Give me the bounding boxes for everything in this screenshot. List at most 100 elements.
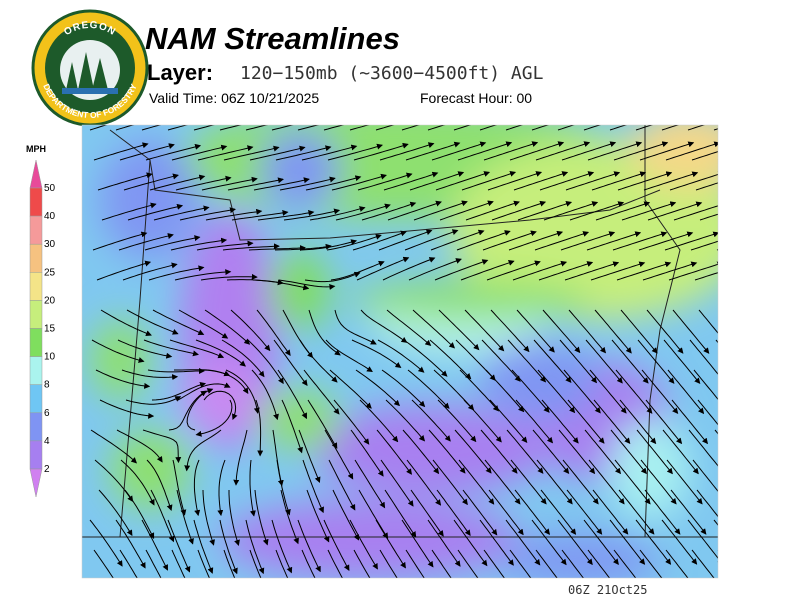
streamline [483, 549, 505, 578]
streamline [413, 200, 468, 221]
streamline [231, 209, 289, 221]
wind-area [500, 535, 660, 578]
streamline [409, 171, 465, 191]
streamline [717, 159, 718, 160]
streamline [349, 125, 370, 131]
streamline [230, 309, 271, 352]
streamline [255, 399, 264, 457]
wind-area [90, 320, 150, 400]
streamline [516, 309, 555, 353]
legend-swatch [29, 215, 43, 245]
legend-label: 20 [44, 295, 56, 306]
streamline [568, 309, 607, 354]
streamline [205, 208, 263, 221]
streamline [275, 145, 332, 161]
streamline [614, 459, 651, 505]
streamline [219, 519, 238, 575]
streamline [303, 369, 340, 415]
streamline [147, 368, 205, 374]
wind-area [270, 250, 330, 330]
streamline [669, 171, 718, 191]
streamline [482, 230, 537, 251]
streamline [662, 429, 699, 475]
wind-area [220, 500, 520, 578]
streamline [97, 172, 153, 191]
streamline [358, 489, 389, 539]
streamline [584, 429, 622, 475]
streamline [587, 141, 643, 161]
streamline [531, 125, 550, 131]
streamline [434, 259, 489, 281]
streamline [93, 142, 149, 161]
streamline [594, 309, 632, 354]
streamline [167, 519, 191, 573]
streamline [153, 205, 210, 221]
streamline [115, 519, 146, 569]
streamline [179, 207, 236, 221]
streamline [486, 260, 541, 281]
streamline [543, 201, 599, 221]
streamline [299, 339, 338, 383]
streamline [609, 125, 628, 131]
streamline [430, 229, 485, 251]
streamline [121, 369, 179, 381]
logo: OREGON DEPARTMENT OF FORESTRY [31, 9, 149, 127]
streamline [511, 369, 550, 413]
streamline [401, 519, 434, 568]
layer-text: 120−150mb (~3600−4500ft) AGL [240, 63, 544, 84]
streamline [245, 125, 269, 131]
streamline [484, 459, 521, 505]
streamline [249, 549, 262, 578]
streamline [401, 125, 420, 131]
streamline [567, 399, 605, 444]
streamline [326, 233, 382, 251]
streamline [483, 141, 539, 161]
streamline [453, 519, 488, 567]
streamline [115, 125, 135, 131]
streamline [587, 549, 611, 578]
streamline [228, 490, 240, 546]
streamline [616, 261, 672, 281]
streamline [558, 429, 596, 475]
streamline [665, 549, 689, 578]
streamline [405, 141, 461, 161]
streamline [560, 231, 616, 251]
streamline [276, 459, 291, 516]
streamline [119, 143, 175, 161]
wind-area [260, 130, 340, 210]
streamline [146, 459, 173, 511]
streamline [96, 260, 152, 281]
streamline [643, 171, 699, 191]
streamline [431, 141, 487, 161]
streamline [382, 257, 436, 281]
streamline [636, 429, 673, 475]
streamline [639, 141, 695, 161]
streamline [233, 429, 248, 486]
streamline [379, 142, 435, 161]
streamline [691, 549, 715, 578]
streamline [506, 429, 544, 474]
streamline [152, 309, 205, 335]
streamline [175, 175, 232, 191]
streamline [488, 489, 524, 536]
streamline [619, 399, 657, 445]
streamline [485, 369, 525, 413]
legend-swatch [29, 272, 43, 301]
streamline [334, 309, 377, 345]
streamline [637, 339, 675, 384]
streamline [331, 173, 387, 191]
streamline [325, 339, 373, 373]
streamline [721, 263, 774, 280]
streamline [586, 231, 642, 251]
streamline [271, 125, 294, 131]
streamline [509, 549, 532, 578]
streamline [91, 339, 145, 363]
streamline [541, 399, 579, 444]
streamline [219, 125, 242, 131]
wind-area [610, 420, 690, 520]
streamline [562, 459, 599, 505]
streamline [692, 459, 718, 492]
legend-label: 4 [44, 436, 50, 447]
streamline [201, 176, 258, 191]
streamline [193, 519, 214, 574]
